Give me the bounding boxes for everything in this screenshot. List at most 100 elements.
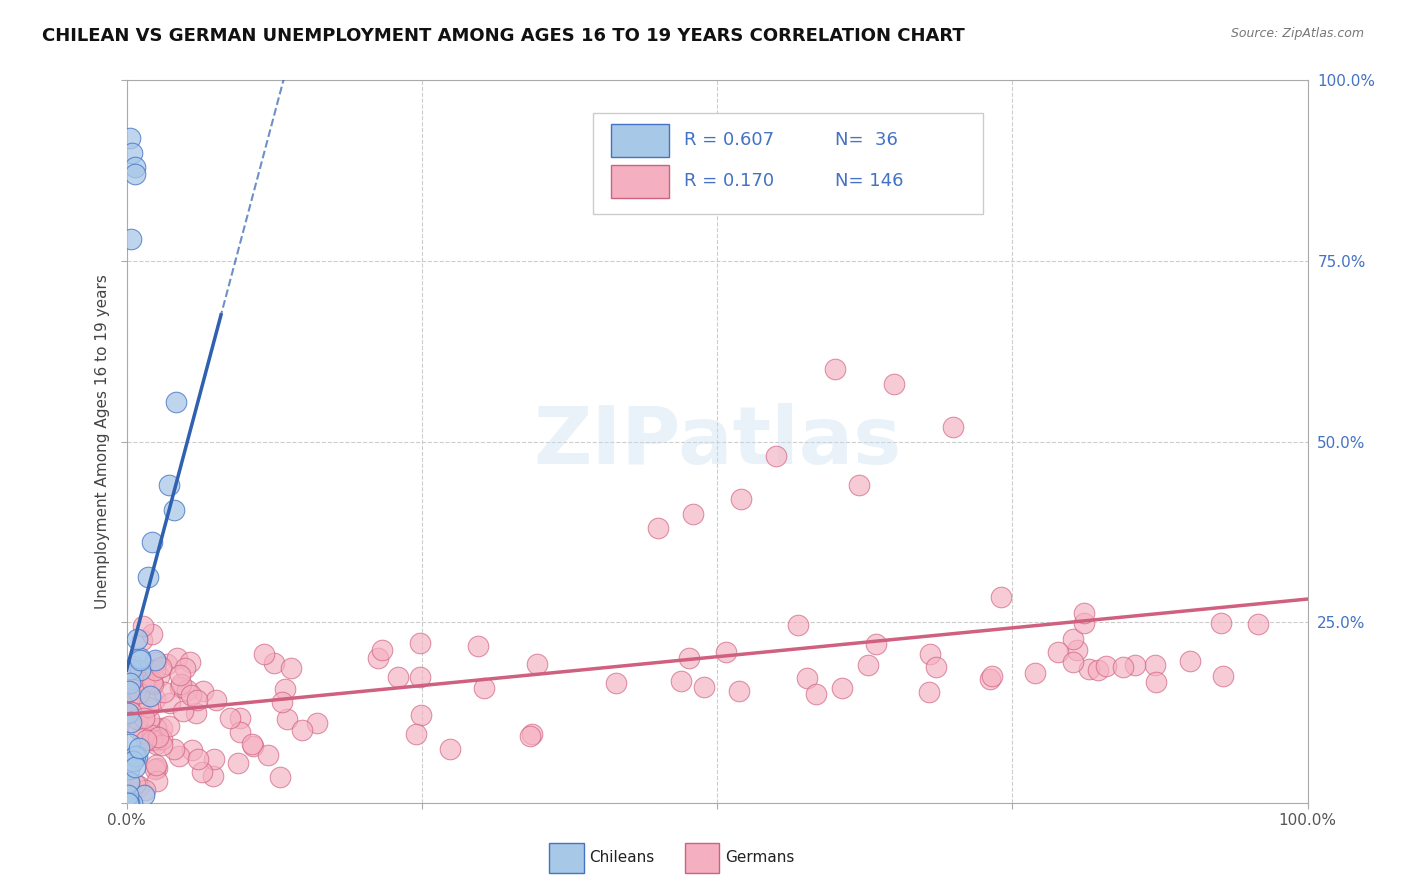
Point: [120, 706, 142, 720]
Point: [467, 639, 489, 653]
Point: [150, 738, 173, 752]
Point: [174, 661, 197, 675]
Point: [1062, 655, 1084, 669]
Point: [472, 681, 495, 695]
Point: [117, 796, 139, 810]
Point: [270, 695, 292, 709]
Point: [228, 756, 250, 770]
Text: ZIPatlas: ZIPatlas: [533, 402, 901, 481]
Point: [184, 706, 207, 721]
Point: [141, 675, 163, 690]
Point: [274, 682, 297, 697]
Point: [127, 712, 149, 726]
Point: [138, 663, 160, 677]
Text: CHILEAN VS GERMAN UNEMPLOYMENT AMONG AGES 16 TO 19 YEARS CORRELATION CHART: CHILEAN VS GERMAN UNEMPLOYMENT AMONG AGE…: [42, 27, 965, 45]
Point: [145, 738, 167, 752]
Point: [169, 668, 191, 682]
Point: [118, 684, 141, 698]
Point: [157, 478, 180, 492]
Point: [131, 725, 153, 739]
Point: [150, 732, 173, 747]
Point: [146, 730, 169, 744]
Point: [186, 692, 208, 706]
Point: [132, 711, 155, 725]
Point: [127, 722, 149, 736]
Point: [132, 674, 155, 689]
Point: [124, 167, 146, 181]
Point: [128, 779, 150, 793]
Point: [1212, 669, 1234, 683]
Point: [121, 796, 143, 810]
Point: [1112, 660, 1135, 674]
Point: [824, 362, 846, 376]
Point: [141, 728, 163, 742]
Point: [692, 680, 714, 694]
Point: [124, 760, 146, 774]
Point: [856, 658, 879, 673]
Point: [128, 686, 150, 700]
Point: [124, 777, 146, 791]
Point: [142, 677, 165, 691]
Point: [187, 752, 209, 766]
Point: [439, 741, 461, 756]
Point: [120, 232, 142, 246]
Point: [134, 782, 156, 797]
Point: [263, 657, 285, 671]
Point: [118, 737, 141, 751]
Point: [1073, 606, 1095, 620]
Point: [252, 647, 274, 661]
Point: [765, 449, 787, 463]
Point: [131, 704, 153, 718]
Point: [176, 682, 198, 697]
Point: [122, 673, 145, 687]
Point: [981, 668, 1004, 682]
Point: [179, 655, 201, 669]
Point: [167, 748, 190, 763]
Point: [1143, 658, 1166, 673]
Text: R = 0.170: R = 0.170: [683, 172, 775, 190]
Point: [148, 733, 170, 747]
Point: [883, 376, 905, 391]
Point: [157, 719, 180, 733]
Point: [170, 677, 193, 691]
Point: [143, 692, 166, 706]
Point: [218, 711, 240, 725]
Point: [118, 694, 141, 708]
FancyBboxPatch shape: [593, 112, 983, 214]
Point: [1066, 643, 1088, 657]
Point: [118, 690, 141, 705]
Point: [131, 632, 153, 647]
Point: [120, 714, 142, 729]
Point: [163, 742, 186, 756]
Point: [128, 653, 150, 667]
Point: [201, 769, 224, 783]
Point: [193, 683, 215, 698]
Point: [122, 755, 145, 769]
Point: [918, 647, 941, 661]
Point: [141, 626, 163, 640]
Point: [146, 761, 169, 775]
Point: [134, 673, 156, 688]
Point: [925, 660, 948, 674]
FancyBboxPatch shape: [610, 165, 669, 198]
Point: [153, 685, 176, 699]
Point: [165, 395, 187, 409]
Point: [139, 689, 162, 703]
Point: [678, 650, 700, 665]
Point: [918, 685, 941, 699]
FancyBboxPatch shape: [610, 124, 669, 157]
Point: [118, 762, 141, 776]
Point: [647, 521, 669, 535]
Point: [148, 669, 170, 683]
Point: [120, 131, 142, 145]
Point: [1178, 654, 1201, 668]
Point: [125, 682, 148, 697]
FancyBboxPatch shape: [685, 843, 720, 873]
Point: [682, 507, 704, 521]
Point: [408, 670, 430, 684]
Point: [728, 684, 751, 698]
Point: [387, 670, 409, 684]
Point: [156, 657, 179, 671]
Point: [409, 636, 432, 650]
Point: [150, 721, 173, 735]
